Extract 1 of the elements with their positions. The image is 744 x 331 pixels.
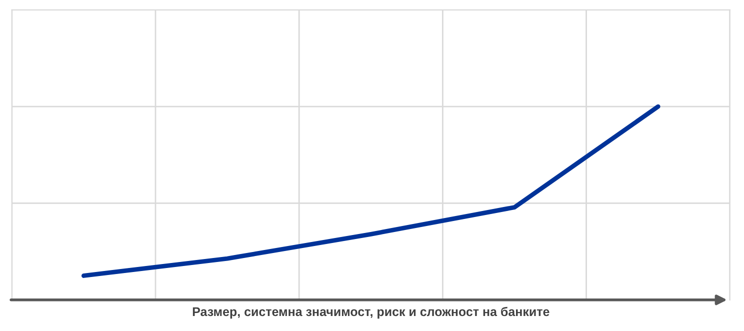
x-axis-title: Размер, системна значимост, риск и сложност на банките <box>192 306 550 319</box>
